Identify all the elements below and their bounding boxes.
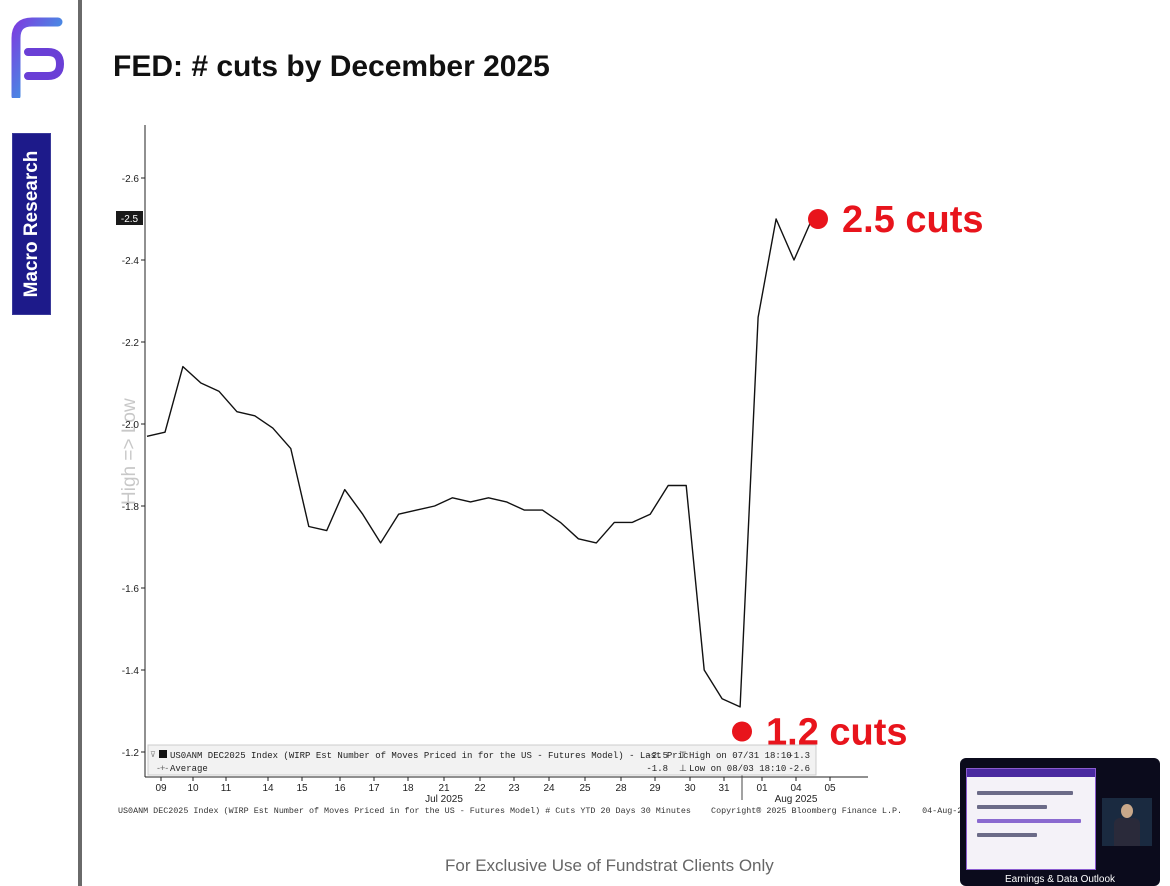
x-tick-label: 05 — [824, 783, 836, 794]
last-value-tag-text: -2.5 — [121, 214, 139, 225]
legend-low-label: Low on 08/03 18:10 — [689, 764, 786, 774]
legend-high-label: High on 07/31 18:10 — [689, 751, 792, 761]
x-tick-label: 15 — [296, 783, 308, 794]
x-tick-label: 18 — [402, 783, 414, 794]
y-tick-label: -2.4 — [122, 256, 140, 267]
x-tick-label: 14 — [262, 783, 274, 794]
series-layer — [146, 218, 813, 708]
slide-footer: For Exclusive Use of Fundstrat Clients O… — [445, 856, 774, 875]
y-tick-label: -2.0 — [122, 420, 140, 431]
presenter-video — [1102, 798, 1152, 846]
legend-average-icon: -+- — [157, 763, 168, 773]
chart-source-line: US0ANM DEC2025 Index (WIRP Est Number of… — [118, 806, 1023, 816]
legend-low-value: -2.6 — [788, 764, 810, 774]
x-tick-label: 30 — [684, 783, 696, 794]
x-ticks: 09 10 11 14 15 16 17 18 21 22 23 24 25 28 29 30 31 01 04 05 — [155, 745, 836, 800]
annotation-marker — [732, 721, 752, 742]
x-tick-label: 21 — [438, 783, 450, 794]
x-tick-label: 24 — [543, 783, 555, 794]
x-tick-label: 16 — [334, 783, 346, 794]
chart-background — [110, 118, 870, 820]
x-tick-label: 11 — [221, 783, 232, 794]
y-tick-label: -1.6 — [122, 584, 140, 595]
annotation-label: 2.5 cuts — [842, 199, 984, 241]
legend-high-arrow: ⊤ — [679, 750, 687, 760]
legend-icon: ⊽ — [150, 750, 156, 759]
y-tick-label: -2.6 — [122, 174, 140, 185]
legend-series-label: US0ANM DEC2025 Index (WIRP Est Number of… — [170, 751, 688, 761]
legend-high-value: -1.3 — [788, 751, 810, 761]
x-tick-label: 01 — [756, 783, 768, 794]
legend-box: ⊽ US0ANM DEC2025 Index (WIRP Est Number … — [147, 744, 817, 776]
section-tag: Macro Research — [12, 133, 51, 315]
x-tick-label: 28 — [615, 783, 627, 794]
x-month-labels: Jul 2025 Aug 2025 — [425, 794, 818, 805]
last-value-tag-box — [116, 211, 143, 225]
x-tick-label: 23 — [508, 783, 520, 794]
y-tick-label: -1.2 — [122, 748, 140, 759]
x-month-label: Aug 2025 — [775, 794, 818, 805]
y-tick-label: -1.8 — [122, 502, 140, 513]
y-tick-label: -1.4 — [122, 666, 140, 677]
y-tick-label: -2.2 — [122, 338, 140, 349]
slide-title: FED: # cuts by December 2025 — [113, 50, 550, 83]
x-tick-label: 17 — [368, 783, 380, 794]
series-line — [146, 218, 813, 708]
x-tick-label: 04 — [790, 783, 802, 794]
thumbnail-slide — [966, 768, 1096, 870]
legend-low-arrow: ⊥ — [679, 763, 687, 773]
last-value-tag: -2.5 — [116, 211, 143, 225]
legend-average-value: -1.8 — [646, 764, 668, 774]
presenter-thumbnail: Earnings & Data Outlook — [960, 758, 1160, 886]
x-tick-label: 29 — [649, 783, 661, 794]
fundstrat-logo-icon — [11, 17, 64, 98]
chart-watermark: High => Low — [119, 398, 140, 505]
legend-last-value: -2.5 — [646, 751, 668, 761]
x-tick-label: 22 — [474, 783, 486, 794]
legend-average-label: Average — [170, 764, 208, 774]
x-tick-label: 31 — [718, 783, 730, 794]
x-tick-label: 25 — [579, 783, 591, 794]
y-ticks: -2.6 -2.4 -2.2 -2.0 -1.8 -1.6 -1.4 -1.2 — [122, 174, 145, 759]
x-tick-label: 10 — [187, 783, 199, 794]
annotation-marker — [808, 209, 828, 229]
sidebar-divider — [78, 0, 82, 886]
x-tick-label: 09 — [155, 783, 167, 794]
x-month-label: Jul 2025 — [425, 794, 463, 805]
thumbnail-caption: Earnings & Data Outlook — [1004, 874, 1116, 885]
slide-sidebar: Macro Research — [0, 0, 80, 886]
legend-swatch — [159, 750, 167, 758]
